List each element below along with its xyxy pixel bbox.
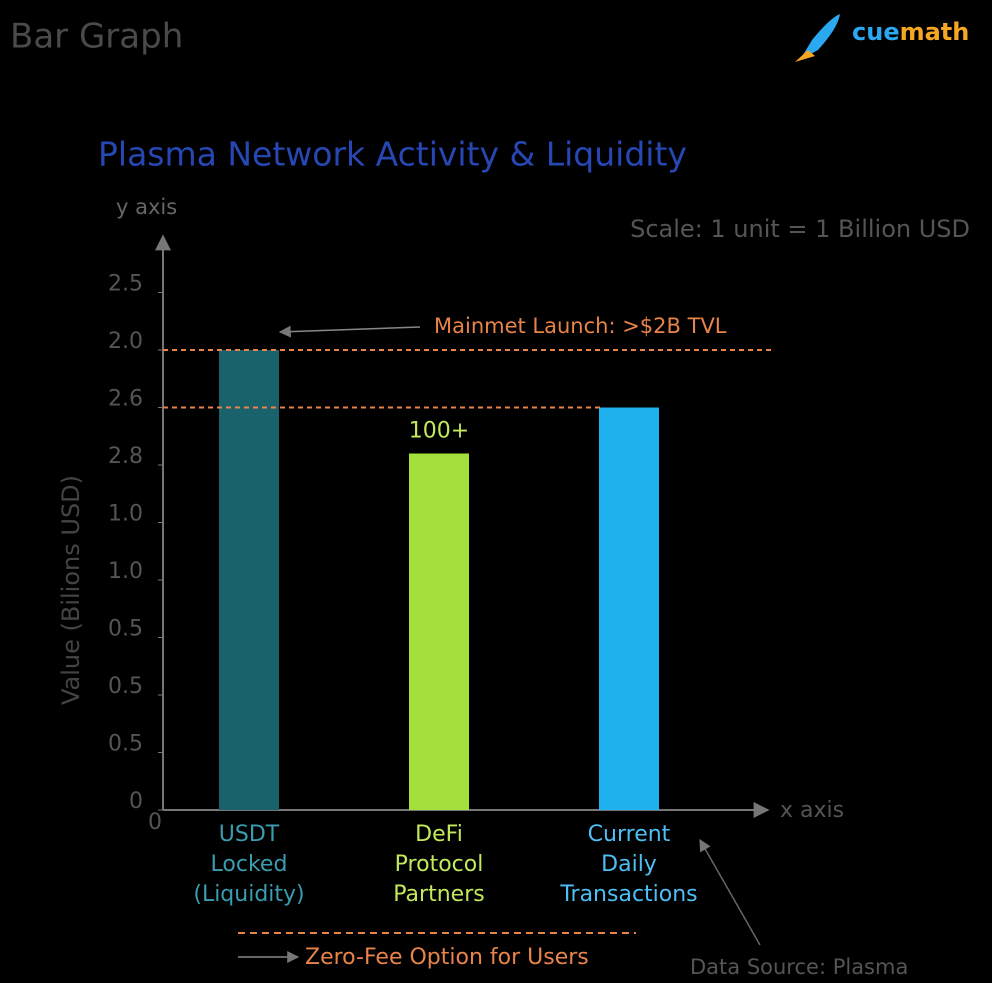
x-tick-label: USDT Locked (Liquidity) (193, 822, 304, 907)
x-tick-label-line: Locked (211, 852, 288, 877)
y-tick-label: 0.5 (108, 732, 143, 757)
y-tick-label: 2.5 (108, 272, 143, 297)
page-title: Bar Graph (10, 17, 183, 57)
x-tick-label-line: Protocol (395, 852, 484, 877)
scale-note: Scale: 1 unit = 1 Billion USD (630, 215, 970, 243)
data-source: Data Source: Plasma (690, 955, 908, 979)
x-tick-label-line: Daily (601, 852, 657, 877)
bar (409, 453, 469, 810)
x-tick-label-line: Partners (393, 882, 484, 907)
chart-title: Plasma Network Activity & Liquidity (98, 135, 687, 174)
y-tick-label: 1.0 (108, 559, 143, 584)
brand-prefix: cue (852, 18, 900, 46)
x-tick-label-line: Current (588, 822, 671, 847)
y-tick-label: 0.5 (108, 617, 143, 642)
bar (599, 407, 659, 810)
x-tick-label-line: Transactions (559, 882, 697, 907)
x-tick-label-line: USDT (219, 822, 280, 847)
partners-annotation: 100+ (409, 419, 469, 444)
y-tick-label: 0.5 (108, 674, 143, 699)
origin-label: 0 (148, 810, 162, 835)
y-tick-label: 2.8 (108, 444, 143, 469)
y-tick-label: 2.6 (108, 387, 143, 412)
source-arrow (699, 838, 761, 946)
x-tick-label: Current Daily Transactions (559, 822, 697, 907)
launch-arrow (278, 325, 421, 338)
x-tick-label-line: (Liquidity) (193, 882, 304, 907)
x-tick-label-line: DeFi (415, 822, 463, 847)
brand-suffix: math (900, 18, 970, 46)
brand-prefix: cuemath (852, 18, 969, 46)
y-tick-label: 0 (129, 789, 143, 814)
y-tick-label: 1.0 (108, 502, 143, 527)
logo: cuemath (795, 14, 969, 62)
x-axis-caption: x axis (780, 798, 844, 823)
x-tick-label: DeFi Protocol Partners (393, 822, 484, 907)
fee-annotation: Zero-Fee Option for Users (305, 945, 589, 970)
bar (219, 350, 279, 810)
y-axis-title: Value (Bilions USD) (57, 475, 85, 705)
launch-annotation: Mainmet Launch: >$2B TVL (434, 314, 727, 338)
y-axis-caption: y axis (116, 195, 177, 219)
y-tick-label: 2.0 (108, 329, 143, 354)
